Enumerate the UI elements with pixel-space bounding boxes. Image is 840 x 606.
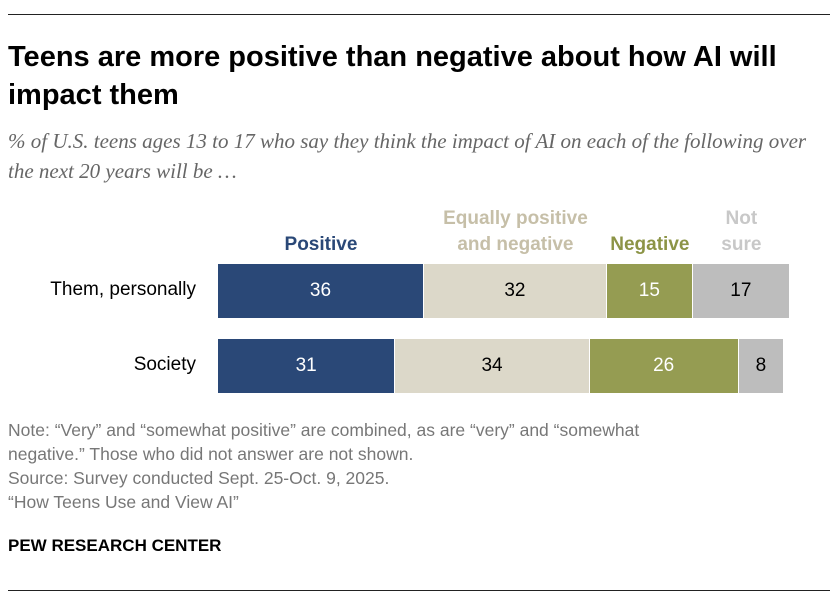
data-label: 32 [504,280,526,301]
bar-segment: 34 [395,339,590,393]
bar-segment: 31 [218,339,396,393]
legend-label: Not [725,208,758,229]
legend-item: Negative [550,232,750,258]
data-label: 34 [481,355,503,376]
legend-item: Not sure [641,206,840,258]
data-label: 26 [653,355,675,376]
legend-label: sure [721,234,762,255]
chart-subtitle: % of U.S. teens ages 13 to 17 who say th… [8,129,807,183]
bar-segment: 15 [606,264,693,318]
legend-label: Negative [610,234,690,255]
data-label: 17 [730,280,752,301]
bar-segment: 26 [589,339,739,393]
data-label: 15 [638,280,660,301]
legend-label: and negative [457,234,574,255]
data-label: 8 [755,355,767,376]
row-label: Society [133,354,196,375]
note-line: negative.” Those who did not answer are … [8,444,414,464]
notes: Note: “Very” and “somewhat positive” are… [8,418,808,514]
bar-segment: 17 [692,264,790,318]
source-line: Source: Survey conducted Sept. 25-Oct. 9… [8,468,390,488]
legend-label: Positive [284,234,358,255]
row-label: Them, personally [50,279,196,300]
top-rule [8,14,830,15]
legend-label: Equally positive [443,208,588,229]
note-line: Note: “Very” and “somewhat positive” are… [8,420,640,440]
report-title-line: “How Teens Use and View AI” [8,492,239,512]
data-label: 31 [295,355,317,376]
legend-item: Equally positive and negative [415,206,615,258]
bar-segment: 32 [423,264,607,318]
bottom-rule [8,590,830,591]
bar-segment: 36 [218,264,424,318]
bar-segment: 8 [738,339,785,393]
org-logo-text: PEW RESEARCH CENTER [8,536,222,555]
chart-title: Teens are more positive than negative ab… [8,41,777,111]
data-label: 36 [309,280,332,301]
legend-item: Positive [221,232,421,258]
